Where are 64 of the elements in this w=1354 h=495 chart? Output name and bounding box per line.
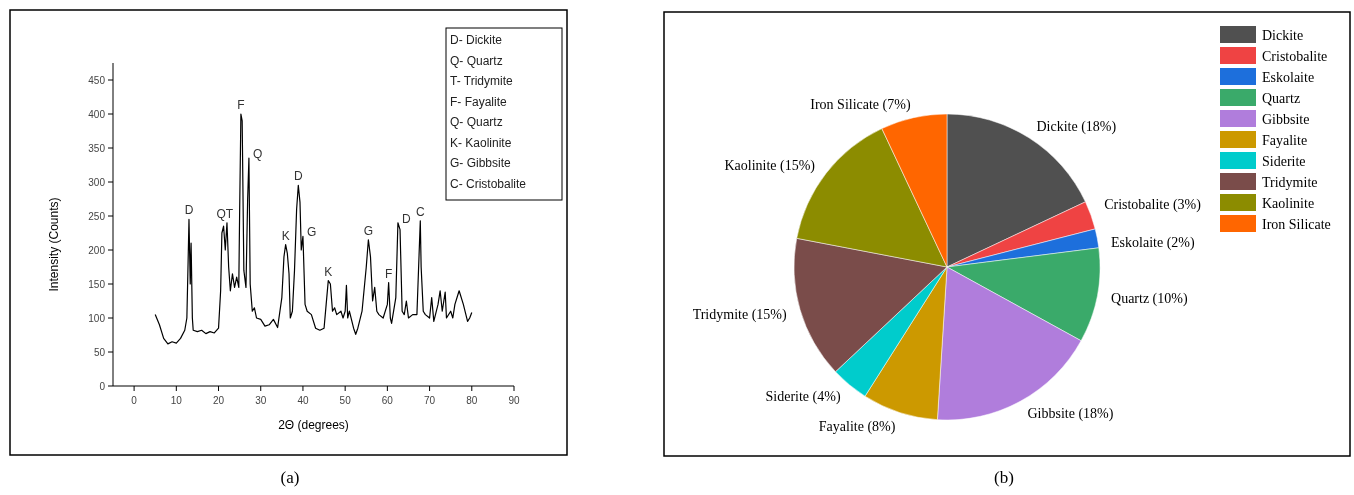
y-tick-label: 350 xyxy=(88,142,106,154)
y-tick-label: 0 xyxy=(99,380,106,392)
legend-label: Eskolaite xyxy=(1262,70,1315,85)
x-axis-title: 2Θ (degrees) xyxy=(278,418,349,432)
data-label: Quartz (10%) xyxy=(1111,291,1188,308)
data-label: Kaolinite (15%) xyxy=(724,157,816,174)
annotation: K xyxy=(281,228,290,243)
y-tick-label: 150 xyxy=(88,278,106,290)
x-tick-label: 20 xyxy=(212,395,225,406)
annotation: K xyxy=(324,264,333,279)
annotation: C- Cristobalite xyxy=(450,176,527,191)
x-tick-label: 0 xyxy=(131,395,138,406)
annotation: Q xyxy=(252,147,263,162)
data-label: Cristobalite (3%) xyxy=(1104,197,1202,214)
annotation: D xyxy=(184,203,194,218)
text: (a) xyxy=(280,468,300,487)
x-tick-label: 50 xyxy=(339,395,352,406)
x-tick-label: 10 xyxy=(170,395,183,406)
data-label: Iron Silicate (7%) xyxy=(810,97,911,114)
data-label: Tridymite (15%) xyxy=(692,306,787,323)
annotation: G- Gibbsite xyxy=(450,156,512,170)
annotation: QT xyxy=(216,206,234,221)
data-label: Fayalite (8%) xyxy=(818,418,896,435)
y-tick-label: 300 xyxy=(88,176,106,188)
annotation: C xyxy=(415,204,425,219)
legend-label: Tridymite xyxy=(1262,175,1318,190)
y-tick-label: 450 xyxy=(88,74,106,86)
y-tick-label: 100 xyxy=(88,312,106,324)
annotation: F- Fayalite xyxy=(450,94,507,109)
x-tick-label: 80 xyxy=(466,395,478,406)
legend-label: Gibbsite xyxy=(1262,112,1310,127)
x-tick-label: 60 xyxy=(381,395,394,406)
y-axis-title: Intensity (Counts) xyxy=(47,197,61,292)
legend-label: Iron Silicate xyxy=(1262,217,1331,232)
y-tick-label: 400 xyxy=(88,108,106,120)
data-label: Dickite (18%) xyxy=(1036,119,1117,135)
annotation: T- Tridymite xyxy=(450,74,513,88)
legend-label: Cristobalite xyxy=(1262,49,1328,64)
data-label: Eskolaite (2%) xyxy=(1111,234,1195,251)
y-tick-label: 50 xyxy=(93,346,106,358)
text: (b) xyxy=(994,468,1014,487)
x-tick-label: 40 xyxy=(297,395,309,406)
legend-label: Fayalite xyxy=(1262,133,1308,148)
annotation: Q- Quartz xyxy=(450,115,503,129)
legend-label: Siderite xyxy=(1262,154,1306,169)
text: D- Dickite xyxy=(450,33,503,47)
data-label: Gibbsite (18%) xyxy=(1027,406,1114,423)
x-tick-label: 70 xyxy=(424,395,436,406)
x-tick-label: 30 xyxy=(255,395,267,406)
annotation: Q- Quartz xyxy=(450,53,503,68)
x-tick-label: 90 xyxy=(508,395,520,406)
legend-label: Kaolinite xyxy=(1262,196,1315,211)
legend-label: Dickite xyxy=(1262,28,1304,43)
annotation: F xyxy=(237,98,245,112)
y-tick-label: 250 xyxy=(88,210,106,222)
legend-label: Quartz xyxy=(1262,91,1301,106)
annotation: D xyxy=(293,169,303,184)
annotation: G xyxy=(306,225,317,240)
annotation: F xyxy=(384,266,393,281)
data-label: Siderite (4%) xyxy=(765,388,841,405)
annotation: K- Kaolinite xyxy=(450,135,512,150)
y-tick-label: 200 xyxy=(88,244,106,256)
annotation: G xyxy=(363,223,374,238)
annotation: D xyxy=(401,211,411,226)
